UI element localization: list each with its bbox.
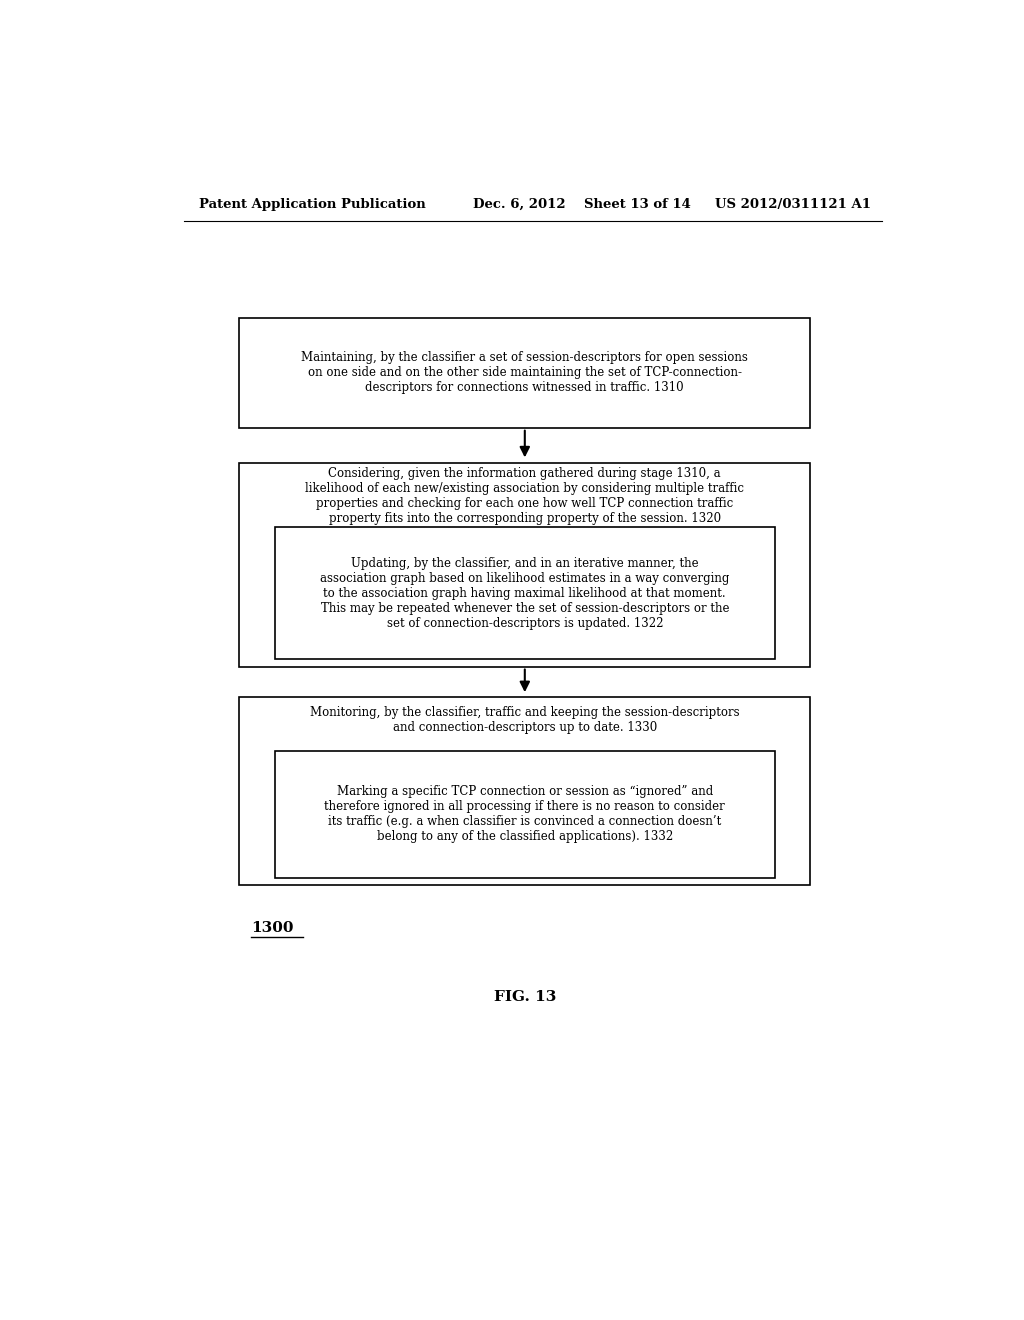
Bar [274, 751, 775, 878]
Bar [240, 697, 811, 886]
Bar [274, 528, 775, 660]
Text: Updating, by the classifier, and in an iterative manner, the
association graph b: Updating, by the classifier, and in an i… [321, 557, 729, 630]
Text: Maintaining, by the classifier a set of session-descriptors for open sessions
on: Maintaining, by the classifier a set of … [301, 351, 749, 395]
Text: Considering, given the information gathered during stage 1310, a
likelihood of e: Considering, given the information gathe… [305, 467, 744, 525]
Text: Dec. 6, 2012: Dec. 6, 2012 [473, 198, 566, 211]
Bar [240, 463, 811, 667]
Bar [240, 318, 811, 428]
Text: 1300: 1300 [251, 921, 294, 935]
Text: Sheet 13 of 14: Sheet 13 of 14 [585, 198, 691, 211]
Text: Marking a specific TCP connection or session as “ignored” and
therefore ignored : Marking a specific TCP connection or ses… [325, 785, 725, 843]
Text: US 2012/0311121 A1: US 2012/0311121 A1 [715, 198, 871, 211]
Text: FIG. 13: FIG. 13 [494, 990, 556, 1005]
Text: Patent Application Publication: Patent Application Publication [200, 198, 426, 211]
Text: Monitoring, by the classifier, traffic and keeping the session-descriptors
and c: Monitoring, by the classifier, traffic a… [310, 706, 739, 734]
